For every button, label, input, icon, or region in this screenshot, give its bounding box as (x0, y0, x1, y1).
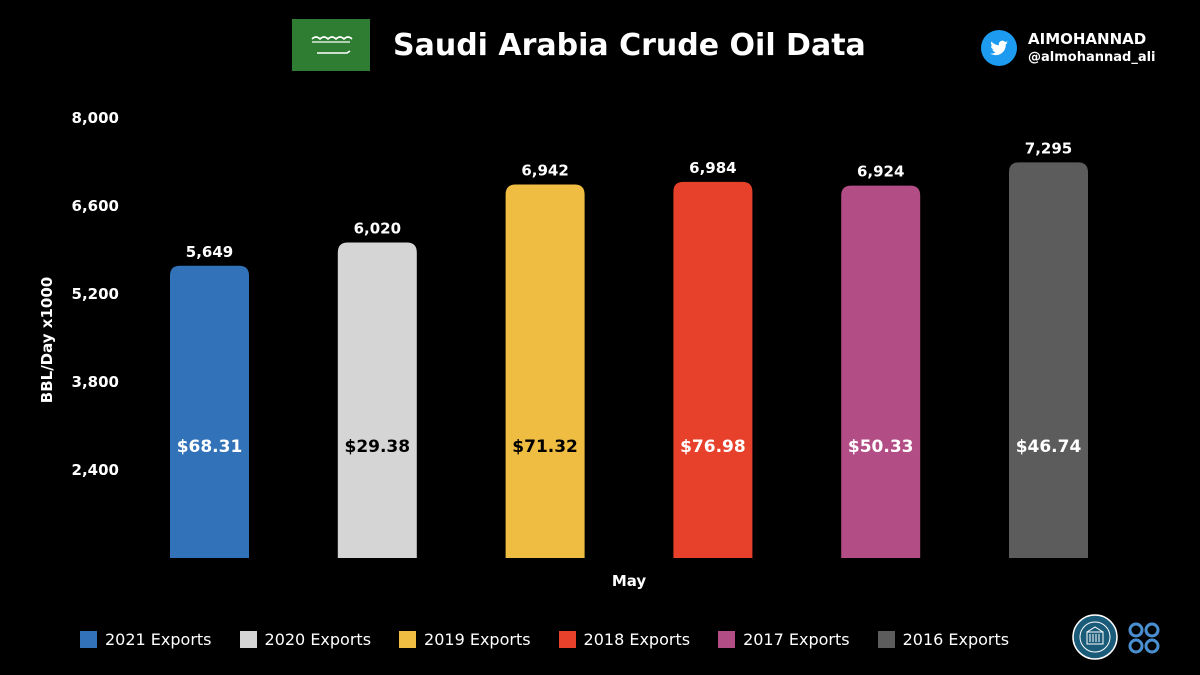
price-labels: $68.31 $29.38 $71.32 $76.98 $50.33 $46.74 (177, 437, 1082, 457)
x-axis-label: May (612, 572, 647, 590)
bar-price-label: $76.98 (680, 437, 746, 457)
bar-value-label: 7,295 (1025, 139, 1072, 157)
bar-price-label: $50.33 (848, 437, 914, 457)
legend-swatch (239, 630, 257, 648)
bar-2017 (841, 185, 921, 559)
legend-swatch (80, 630, 97, 648)
bar-price-label: $68.31 (177, 437, 243, 457)
data-labels: 5,649 6,020 6,942 6,984 6,924 7,295 (186, 139, 1072, 260)
legend-label: 2018 Exports (583, 629, 691, 649)
bar-price-label: $71.32 (512, 437, 578, 457)
legend-item: 2018 Exports (558, 629, 691, 649)
legend-label: 2020 Exports (264, 629, 372, 649)
legend-label: 2019 Exports (424, 629, 531, 649)
y-tick-label: 2,400 (72, 461, 119, 479)
legend-swatch (399, 630, 417, 648)
bar-value-label: 6,924 (857, 163, 904, 181)
legend-item: 2020 Exports (239, 629, 372, 649)
legend-item: 2021 Exports (80, 630, 212, 649)
y-tick-label: 6,600 (72, 197, 119, 215)
y-tick-label: 5,200 (72, 285, 119, 303)
legend-item: 2019 Exports (399, 630, 531, 649)
bar-value-label: 6,984 (689, 159, 736, 177)
bar-2016 (1009, 162, 1088, 559)
legend-label: 2021 Exports (105, 629, 212, 649)
y-tick-label: 8,000 (72, 109, 119, 127)
bar-price-label: $29.38 (344, 437, 410, 457)
opec-logo-icon (1128, 622, 1160, 654)
bars (170, 162, 1088, 559)
bar-2018 (673, 181, 753, 558)
legend-swatch (877, 630, 895, 648)
author-handle: @almohannad_ali (1028, 50, 1156, 65)
bar-value-label: 6,942 (521, 162, 568, 180)
legend-label: 2016 Exports (902, 629, 1010, 649)
legend-item: 2016 Exports (877, 629, 1010, 649)
y-axis-label: BBL/Day x1000 (38, 277, 56, 403)
bar-2019 (505, 184, 585, 558)
legend: 2021 Exports 2020 Exports 2019 Exports 2018… (80, 628, 1009, 650)
bar-value-label: 6,020 (354, 219, 401, 237)
legend-swatch (718, 630, 736, 648)
y-tick-label: 3,800 (72, 373, 119, 391)
bar-2021 (170, 265, 249, 558)
legend-label: 2017 Exports (743, 629, 850, 649)
bar-2020 (337, 242, 417, 558)
seal-logo-icon (1072, 614, 1118, 660)
bar-price-label: $46.74 (1016, 437, 1082, 457)
bar-value-label: 5,649 (186, 243, 233, 261)
author-name: AIMOHANNAD (1028, 30, 1147, 48)
page-title: Saudi Arabia Crude Oil Data (393, 28, 866, 63)
bar-chart: 8,000 6,600 5,200 3,800 2,400 5,649 6,020 6,94… (38, 109, 1088, 590)
y-axis-ticks: 8,000 6,600 5,200 3,800 2,400 (72, 109, 119, 479)
twitter-icon[interactable] (981, 30, 1017, 66)
legend-item: 2017 Exports (718, 630, 850, 649)
saudi-flag-icon (292, 19, 370, 71)
legend-swatch (558, 630, 576, 648)
